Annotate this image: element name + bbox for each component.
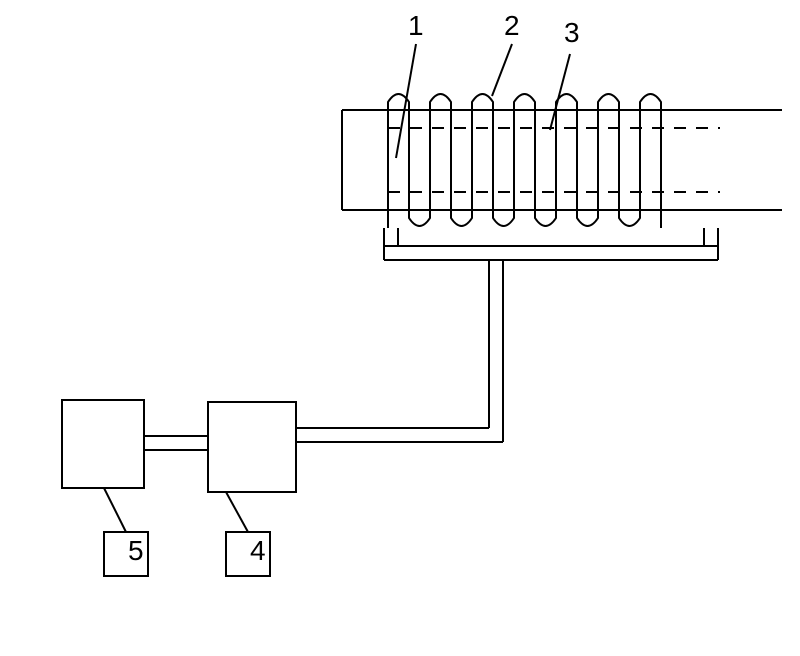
svg-text:1: 1: [408, 10, 424, 41]
svg-text:4: 4: [250, 535, 266, 566]
svg-text:2: 2: [504, 10, 520, 41]
schematic-svg: 1 2 3 4 5: [0, 0, 800, 656]
svg-text:3: 3: [564, 17, 580, 48]
diagram-container: 1 2 3 4 5: [0, 0, 800, 656]
svg-text:5: 5: [128, 535, 144, 566]
